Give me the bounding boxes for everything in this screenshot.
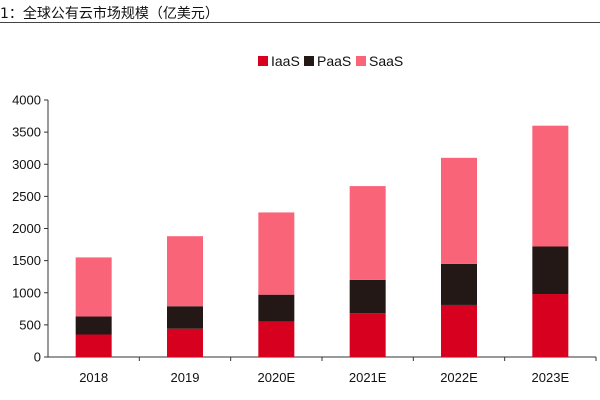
x-tick-label: 2023E <box>532 370 570 385</box>
y-tick-label: 500 <box>19 317 41 332</box>
bar-segment-iaas-2018 <box>75 334 112 357</box>
bar-segment-paas-2019 <box>167 306 203 329</box>
y-tick-label: 1000 <box>12 285 41 300</box>
title-rule <box>0 22 600 23</box>
legend-swatch-saas <box>356 56 366 66</box>
x-tick-label: 2021E <box>349 370 387 385</box>
legend-label-saas: SaaS <box>369 53 403 69</box>
axes <box>44 99 597 361</box>
y-tick-label: 3000 <box>12 157 41 172</box>
legend-label-paas: PaaS <box>317 53 351 69</box>
bar-segment-saas-2022e <box>441 157 477 264</box>
legend: IaaS PaaS SaaS <box>258 53 403 69</box>
bar-segment-iaas-2023e <box>532 294 569 357</box>
y-tick-label: 0 <box>34 350 41 365</box>
bar-segment-paas-2023e <box>532 246 569 295</box>
bar-segment-paas-2022e <box>441 263 477 305</box>
x-tick-label: 2019 <box>171 370 200 385</box>
bar-segment-saas-2020e <box>258 212 295 295</box>
y-tick-label: 3500 <box>12 125 41 140</box>
bar-segment-paas-2018 <box>75 316 112 335</box>
bar-segment-iaas-2019 <box>167 328 203 357</box>
bar-segment-paas-2021e <box>349 279 386 314</box>
bar-segment-saas-2019 <box>167 236 203 307</box>
y-tick-label: 1500 <box>12 253 41 268</box>
y-tick-label: 2000 <box>12 221 41 236</box>
bars <box>75 125 569 357</box>
x-tick-label: 2020E <box>258 370 296 385</box>
x-tick-label: 2018 <box>79 370 108 385</box>
y-tick-label: 4000 <box>12 93 41 108</box>
bar-segment-iaas-2020e <box>258 321 295 357</box>
y-tick-label: 2500 <box>12 189 41 204</box>
x-tick-label: 2022E <box>440 370 478 385</box>
bar-segment-paas-2020e <box>258 294 295 322</box>
bar-segment-saas-2018 <box>75 257 112 317</box>
legend-label-iaas: IaaS <box>271 53 300 69</box>
legend-swatch-iaas <box>258 56 268 66</box>
tick-labels: 0 500 1000 1500 2000 2500 3000 3500 4000 2018 2019… <box>12 93 569 386</box>
bar-segment-saas-2023e <box>532 125 569 247</box>
bar-segment-iaas-2022e <box>441 304 477 357</box>
bar-segment-iaas-2021e <box>349 313 386 357</box>
legend-swatch-paas <box>304 56 314 66</box>
chart-title: 1：全球公有云市场规模（亿美元） <box>0 6 219 22</box>
bar-segment-saas-2021e <box>349 186 386 280</box>
